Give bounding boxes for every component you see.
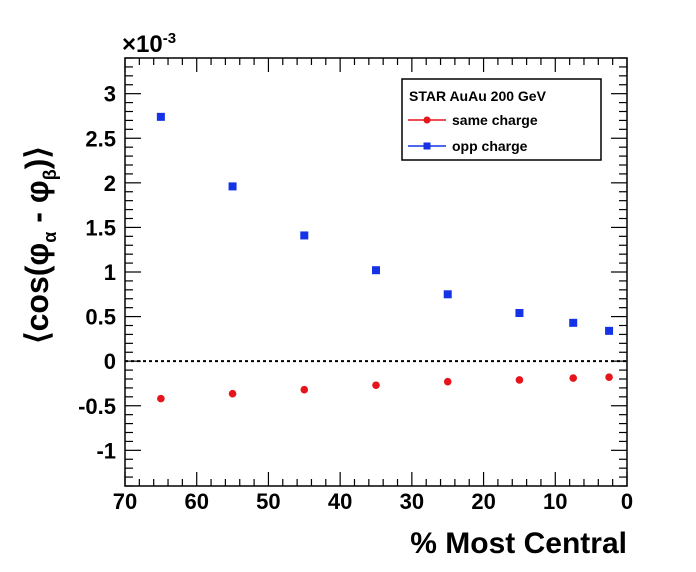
y-tick-label: -0.5: [78, 394, 116, 419]
y-tick-label: 0: [104, 349, 116, 374]
legend-marker-opp-charge: [423, 142, 431, 150]
data-markers: [156, 112, 614, 403]
y-axis: -1 -0.5 0 0.5 1 1.5 2 2.5 3: [78, 57, 627, 487]
y-exponent-power: -3: [163, 30, 176, 47]
point-same-charge: [605, 373, 613, 382]
legend-label-opp-charge: opp charge: [452, 138, 528, 154]
y-exponent-label: ×10-3: [122, 30, 176, 58]
point-opp-charge: [228, 182, 237, 191]
y-tick-label: 1: [104, 260, 116, 285]
x-tick-label: 60: [184, 489, 208, 514]
y-tick-label: 1.5: [85, 215, 116, 240]
point-opp-charge: [569, 318, 578, 327]
point-same-charge: [515, 376, 524, 384]
x-tick-label: 50: [256, 489, 280, 514]
point-same-charge: [372, 381, 380, 390]
point-opp-charge: [300, 231, 309, 240]
x-tick-label: 0: [621, 489, 633, 514]
x-tick-label: 30: [400, 489, 424, 514]
legend-marker-same-charge: [423, 116, 431, 124]
point-opp-charge: [443, 290, 452, 299]
point-same-charge: [569, 374, 578, 382]
y-tick-label: 2: [104, 171, 116, 196]
legend-label-same-charge: same charge: [452, 112, 538, 128]
point-same-charge: [228, 389, 237, 398]
point-same-charge: [443, 377, 452, 386]
point-opp-charge: [515, 309, 524, 318]
x-axis: 70 60 50 40 30 20 10 0: [113, 58, 633, 514]
legend: STAR AuAu 200 GeV same charge opp charge: [401, 78, 602, 161]
x-axis-title: % Most Central: [410, 527, 627, 560]
y-tick-label: 0.5: [85, 305, 116, 330]
x-tick-label: 70: [113, 489, 137, 514]
y-tick-label: 2.5: [85, 126, 116, 151]
y-tick-label: -1: [96, 438, 116, 463]
x-tick-label: 20: [471, 489, 495, 514]
x-tick-label: 40: [328, 489, 352, 514]
point-opp-charge: [372, 266, 380, 275]
x-tick-label: 10: [543, 489, 567, 514]
y-tick-label: 3: [104, 82, 116, 107]
point-same-charge: [300, 385, 309, 394]
point-opp-charge: [156, 112, 165, 121]
point-same-charge: [157, 394, 165, 403]
y-axis-title: ⟨cos(φα - φβ)⟩: [19, 146, 60, 344]
legend-title: STAR AuAu 200 GeV: [409, 88, 547, 104]
point-opp-charge: [605, 326, 614, 335]
